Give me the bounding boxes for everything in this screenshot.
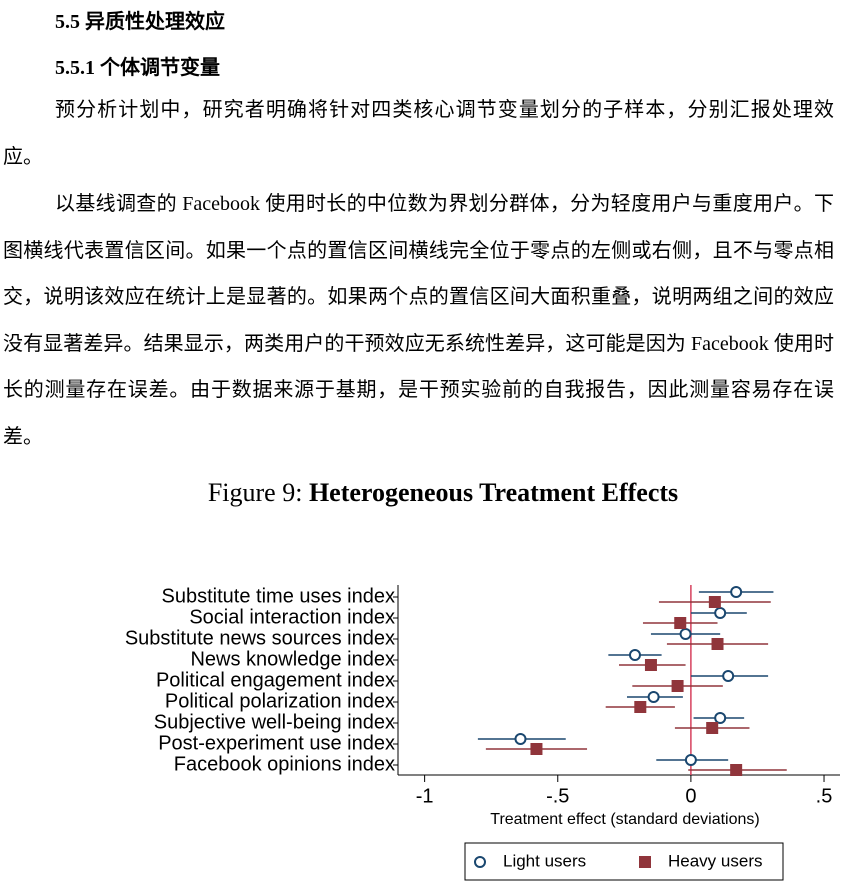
point bbox=[711, 638, 724, 650]
paragraph: 以基线调查的 Facebook 使用时长的中位数为界划分群体，分为轻度用户与重度… bbox=[3, 193, 834, 448]
y-tick-label: Substitute time uses index bbox=[162, 585, 395, 607]
section-heading: 5.5 异质性处理效应 bbox=[55, 11, 225, 33]
figure-title: Heterogeneous Treatment Effects bbox=[308, 478, 679, 507]
point bbox=[714, 712, 727, 724]
x-axis-title: Treatment effect (standard deviations) bbox=[490, 811, 759, 828]
point bbox=[708, 596, 721, 608]
legend-label: Heavy users bbox=[668, 851, 762, 870]
point bbox=[644, 659, 657, 671]
point bbox=[722, 670, 735, 682]
point bbox=[671, 680, 684, 692]
point bbox=[634, 701, 647, 713]
y-tick-label: Substitute news sources index bbox=[125, 627, 395, 649]
point bbox=[514, 733, 527, 745]
point bbox=[706, 722, 719, 734]
paragraph: 预分析计划中，研究者明确将针对四类核心调节变量划分的子样本，分别汇报处理效应。 bbox=[3, 99, 834, 168]
x-tick-label: -1 bbox=[416, 785, 434, 807]
figure-caption: Figure 9: Heterogeneous Treatment Effect… bbox=[0, 478, 849, 508]
point bbox=[730, 764, 743, 776]
point bbox=[730, 586, 743, 598]
legend-label: Light users bbox=[503, 851, 586, 870]
point bbox=[530, 743, 543, 755]
point bbox=[647, 691, 660, 703]
point bbox=[679, 628, 692, 640]
y-tick-label: Facebook opinions index bbox=[174, 753, 395, 775]
legend-box bbox=[464, 842, 784, 881]
y-tick-label: Political polarization index bbox=[165, 690, 395, 712]
point bbox=[628, 649, 641, 661]
y-tick-label: Post-experiment use index bbox=[158, 732, 395, 754]
y-tick-label: News knowledge index bbox=[190, 648, 395, 670]
figure-label: Figure 9: bbox=[207, 478, 303, 507]
chart: -1 -.5 0 .5 Treatment effect (standard devia… bbox=[125, 585, 840, 881]
y-tick-label: Political engagement index bbox=[156, 669, 395, 691]
subsection-heading: 5.5.1 个体调节变量 bbox=[55, 57, 220, 79]
x-tick-label: -.5 bbox=[546, 785, 569, 807]
point bbox=[674, 617, 687, 629]
x-tick-label: 0 bbox=[685, 785, 696, 807]
legend-marker bbox=[639, 856, 651, 868]
point bbox=[684, 754, 697, 766]
y-tick-label: Social interaction index bbox=[189, 606, 395, 628]
legend-marker bbox=[474, 856, 486, 868]
x-tick-label: .5 bbox=[816, 785, 833, 807]
y-tick-label: Subjective well-being index bbox=[154, 711, 395, 733]
point bbox=[714, 607, 727, 619]
